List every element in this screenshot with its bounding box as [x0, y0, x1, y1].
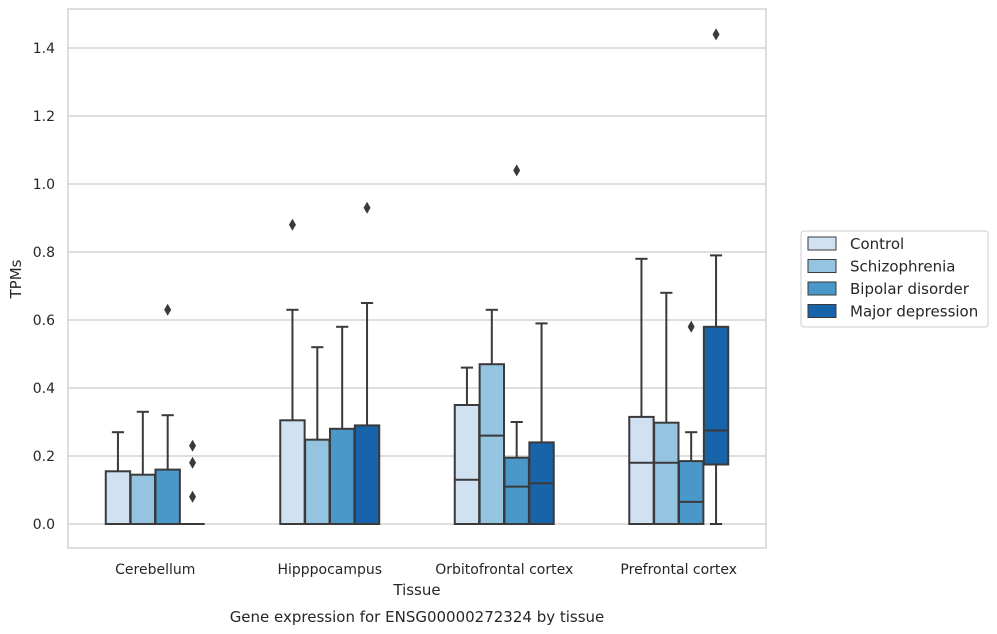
y-tick-label: 0.2 — [33, 449, 55, 465]
x-tick-label: Hipppocampus — [277, 562, 382, 578]
legend-label: Control — [850, 235, 904, 253]
y-tick-label: 0.8 — [33, 245, 55, 261]
outlier-point — [687, 320, 695, 333]
box-3-2 — [528, 322, 555, 525]
box-0-2 — [453, 366, 481, 525]
y-tick-label: 1.4 — [33, 41, 55, 57]
legend-swatch — [807, 304, 837, 318]
outlier-point — [513, 164, 521, 177]
y-tick-label: 0.4 — [33, 381, 55, 397]
box-3-3 — [702, 28, 730, 525]
outlier-point — [712, 28, 720, 41]
box-body — [304, 438, 331, 525]
plot-area-frame — [67, 8, 767, 549]
outlier-point — [189, 490, 197, 503]
y-tick-label: 1.0 — [33, 177, 55, 193]
box-3-0 — [180, 439, 205, 525]
x-tick-label: Cerebellum — [115, 562, 195, 578]
box-body — [503, 456, 530, 526]
box-body — [104, 470, 132, 525]
legend-label: Bipolar disorder — [850, 280, 970, 298]
x-axis-tick-labels: Cerebellum Hipppocampus Orbitofrontal cort… — [115, 562, 737, 578]
y-tick-label: 0.0 — [33, 517, 55, 533]
legend-label: Schizophrenia — [850, 258, 955, 276]
box-0-3 — [628, 257, 655, 525]
outlier-point — [164, 303, 172, 316]
box-body — [628, 415, 655, 525]
y-axis-tick-labels: 0.0 0.2 0.4 0.6 0.8 1.0 1.2 1.4 — [33, 41, 55, 533]
legend-swatch — [807, 281, 837, 296]
box-2-0 — [154, 303, 181, 526]
x-axis-label: Tissue — [392, 581, 440, 599]
box-1-1 — [304, 346, 331, 525]
y-tick-label: 0.6 — [33, 313, 55, 329]
legend-frame — [800, 230, 989, 328]
legend-swatch — [807, 259, 837, 273]
box-0-1 — [279, 218, 306, 525]
outlier-point — [288, 218, 296, 231]
box-body — [353, 424, 381, 525]
box-body — [702, 325, 730, 466]
box-body — [453, 404, 481, 525]
y-axis-label: TPMs — [7, 259, 25, 299]
legend-swatch — [807, 236, 837, 251]
box-body — [279, 419, 306, 525]
box-plot-marks — [104, 28, 730, 526]
box-body — [328, 427, 356, 525]
box-body — [154, 468, 181, 526]
outlier-point — [189, 439, 197, 452]
x-tick-label: Orbitofrontal cortex — [435, 562, 573, 578]
outlier-point — [363, 201, 371, 214]
box-2-1 — [328, 325, 356, 525]
box-2-3 — [677, 320, 705, 526]
box-2-2 — [503, 164, 530, 526]
x-tick-label: Prefrontal cortex — [620, 562, 737, 578]
chart-caption: Gene expression for ENSG00000272324 by t… — [230, 608, 605, 626]
box-1-2 — [478, 308, 506, 526]
box-body — [653, 421, 680, 525]
legend: Control Schizophrenia Bipolar disorder Majo… — [800, 230, 989, 328]
box-body — [478, 363, 506, 526]
box-body — [677, 460, 705, 526]
box-3-1 — [353, 201, 381, 525]
y-tick-label: 1.2 — [33, 109, 55, 125]
box-body — [129, 473, 157, 526]
outlier-point — [189, 456, 197, 469]
legend-label: Major depression — [850, 303, 978, 321]
